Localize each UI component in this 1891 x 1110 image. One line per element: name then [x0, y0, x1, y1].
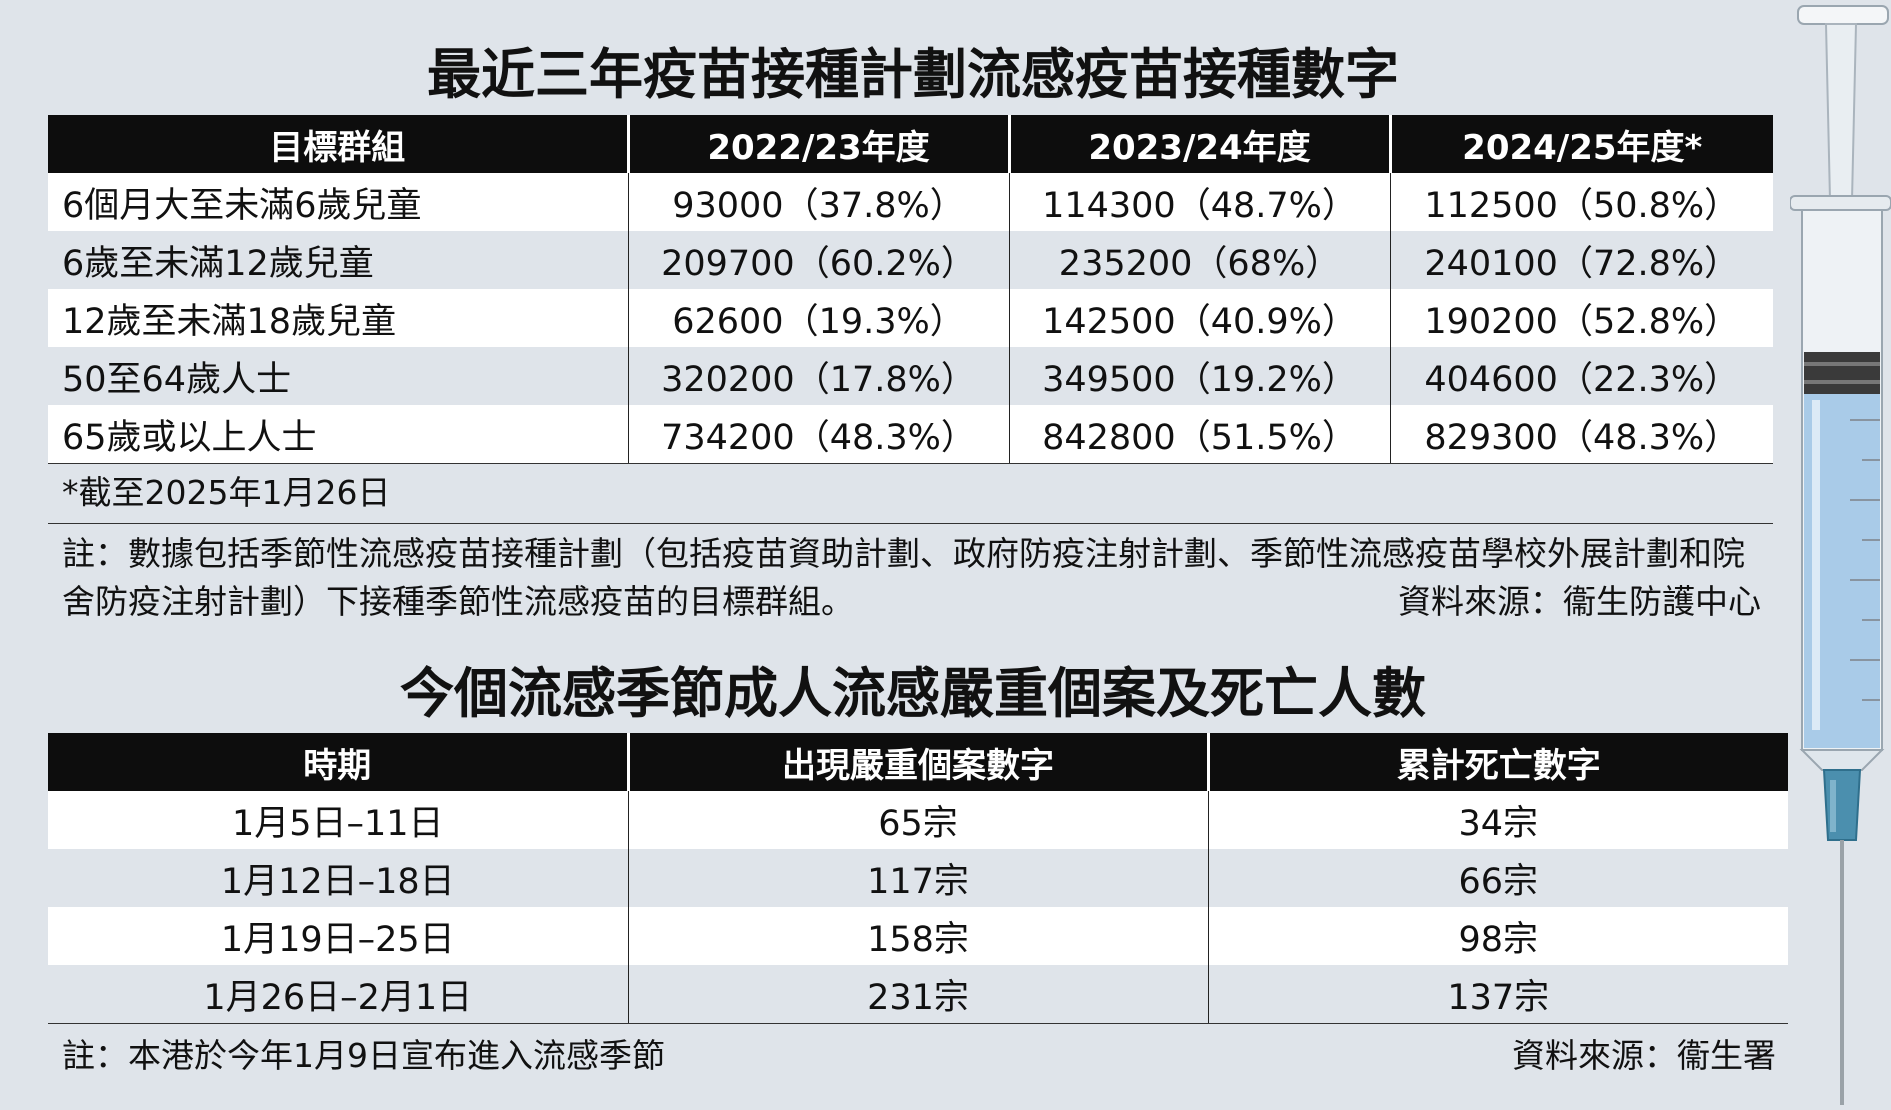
- header-2024-25: 2024/25年度*: [1388, 115, 1773, 173]
- table-row: 1月26日–2月1日 231宗 137宗: [48, 965, 1788, 1024]
- syringe-icon: [1790, 5, 1891, 1105]
- table-cell: 66宗: [1207, 849, 1788, 907]
- table-cell: 142500（40.9%）: [1008, 289, 1390, 347]
- table-cell: 235200（68%）: [1008, 231, 1390, 289]
- vaccination-table-title: 最近三年疫苗接種計劃流感疫苗接種數字: [427, 43, 1399, 106]
- table-row: 1月19日–25日 158宗 98宗: [48, 907, 1788, 965]
- table-header-row: 時期 出現嚴重個案數字 累計死亡數字: [48, 733, 1788, 791]
- header-2022-23: 2022/23年度: [626, 115, 1009, 173]
- table-cell: 65歲或以上人士: [48, 405, 628, 464]
- severe-cases-table-title: 今個流感季節成人流感嚴重個案及死亡人數: [400, 662, 1426, 725]
- table-cell: 12歲至未滿18歲兒童: [48, 289, 628, 347]
- table-cell: 349500（19.2%）: [1008, 347, 1390, 405]
- table-cell: 112500（50.8%）: [1389, 173, 1773, 231]
- table-cell: 842800（51.5%）: [1008, 405, 1390, 464]
- header-target-group: 目標群組: [48, 115, 628, 173]
- source-credit: 資料來源：衞生署: [1512, 1036, 1776, 1075]
- table-row: 1月12日–18日 117宗 66宗: [48, 849, 1788, 907]
- table-cell: 50至64歲人士: [48, 347, 628, 405]
- table-row: 65歲或以上人士 734200（48.3%） 842800（51.5%） 829…: [48, 405, 1773, 464]
- table-cell: 62600（19.3%）: [627, 289, 1009, 347]
- table-cell: 117宗: [627, 849, 1208, 907]
- table-cell: 1月26日–2月1日: [48, 965, 628, 1024]
- table-row: 6歲至未滿12歲兒童 209700（60.2%） 235200（68%） 240…: [48, 231, 1773, 289]
- table-cell: 158宗: [627, 907, 1208, 965]
- table-cell: 209700（60.2%）: [627, 231, 1009, 289]
- table-cell: 65宗: [627, 791, 1208, 849]
- table-cell: 93000（37.8%）: [627, 173, 1009, 231]
- table-note: 註：本港於今年1月9日宣布進入流感季節: [62, 1036, 665, 1075]
- table-cell: 1月12日–18日: [48, 849, 628, 907]
- table-cell: 240100（72.8%）: [1389, 231, 1773, 289]
- table-cell: 1月5日–11日: [48, 791, 628, 849]
- table-cell: 137宗: [1207, 965, 1788, 1024]
- table-cell: 231宗: [627, 965, 1208, 1024]
- table-cell: 190200（52.8%）: [1389, 289, 1773, 347]
- header-period: 時期: [48, 733, 628, 791]
- table-cell: 6歲至未滿12歲兒童: [48, 231, 628, 289]
- table-row: 12歲至未滿18歲兒童 62600（19.3%） 142500（40.9%） 1…: [48, 289, 1773, 347]
- table-cell: 320200（17.8%）: [627, 347, 1009, 405]
- source-credit: 資料來源：衞生防護中心: [1398, 582, 1761, 621]
- table-cell: 98宗: [1207, 907, 1788, 965]
- table-cell: 34宗: [1207, 791, 1788, 849]
- table-cell: 829300（48.3%）: [1389, 405, 1773, 464]
- divider: [48, 523, 1773, 524]
- table-row: 6個月大至未滿6歲兒童 93000（37.8%） 114300（48.7%） 1…: [48, 173, 1773, 231]
- table-cell: 1月19日–25日: [48, 907, 628, 965]
- table-cell: 114300（48.7%）: [1008, 173, 1390, 231]
- table-cell: 404600（22.3%）: [1389, 347, 1773, 405]
- table-cell: 6個月大至未滿6歲兒童: [48, 173, 628, 231]
- table-row: 50至64歲人士 320200（17.8%） 349500（19.2%） 404…: [48, 347, 1773, 405]
- header-severe-cases: 出現嚴重個案數字: [626, 733, 1208, 791]
- header-deaths: 累計死亡數字: [1206, 733, 1788, 791]
- table-cell: 734200（48.3%）: [627, 405, 1009, 464]
- table-note: 註：數據包括季節性流感疫苗接種計劃（包括疫苗資助計劃、政府防疫注射計劃、季節性流…: [62, 534, 1745, 621]
- table-header-row: 目標群組 2022/23年度 2023/24年度 2024/25年度*: [48, 115, 1773, 173]
- header-2023-24: 2023/24年度: [1007, 115, 1390, 173]
- table-row: 1月5日–11日 65宗 34宗: [48, 791, 1788, 849]
- table-footnote: *截至2025年1月26日: [62, 473, 391, 512]
- vaccination-table: 目標群組 2022/23年度 2023/24年度 2024/25年度* 6個月大…: [48, 115, 1773, 464]
- severe-cases-table: 時期 出現嚴重個案數字 累計死亡數字 1月5日–11日 65宗 34宗 1月12…: [48, 733, 1788, 1024]
